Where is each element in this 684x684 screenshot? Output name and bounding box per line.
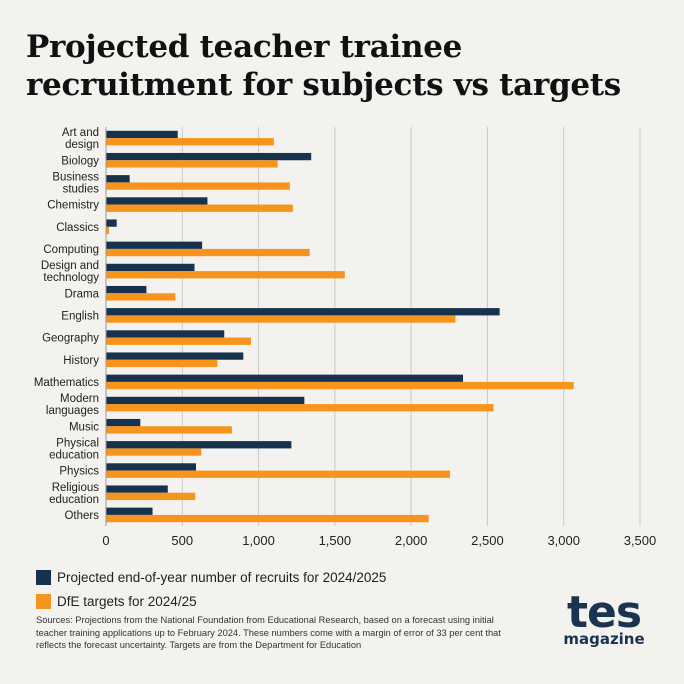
- category-label-line: education: [49, 494, 99, 506]
- bar-target: [106, 248, 310, 257]
- logo-subtitle: magazine: [563, 630, 645, 648]
- legend-swatch-recruits: [36, 569, 51, 585]
- bar-target: [106, 315, 456, 323]
- category-label: Physics: [59, 466, 99, 478]
- bar-recruits: [106, 285, 147, 294]
- category-label: Geography: [42, 333, 99, 345]
- category-label: Classics: [56, 222, 99, 234]
- category-label-line: languages: [46, 405, 99, 417]
- category-label: Computing: [43, 244, 99, 256]
- bar-recruits: [106, 441, 292, 449]
- category-label: Art and design: [62, 127, 99, 151]
- category-label-line: design: [65, 139, 99, 151]
- bar-target: [106, 226, 110, 235]
- bar-recruits: [106, 241, 203, 249]
- bar-target: [106, 514, 429, 523]
- category-label-line: Modern: [60, 393, 99, 405]
- category-label-line: studies: [63, 183, 100, 195]
- legend: Projected end-of-year number of recruits…: [36, 566, 386, 614]
- bar-recruits: [106, 308, 500, 316]
- bar-target: [106, 204, 293, 212]
- bar-target: [106, 359, 218, 368]
- bar-target: [106, 448, 202, 456]
- category-label-line: education: [49, 449, 99, 461]
- bar-recruits: [106, 219, 117, 227]
- x-tick-label: 500: [171, 533, 193, 548]
- bar-target: [106, 381, 574, 390]
- x-tick-label: 3,000: [547, 533, 580, 548]
- category-label: Design and technology: [41, 260, 99, 284]
- bar-recruits: [106, 152, 312, 161]
- category-label: Chemistry: [47, 200, 99, 212]
- category-label: Mathematics: [34, 377, 99, 389]
- legend-label-targets: DfE targets for 2024/25: [57, 593, 197, 609]
- bar-recruits: [106, 330, 225, 338]
- legend-label-recruits: Projected end-of-year number of recruits…: [57, 569, 387, 585]
- category-label-line: Design and: [41, 260, 99, 272]
- bar-recruits: [106, 463, 197, 471]
- bar-recruits: [106, 507, 153, 515]
- bar-recruits: [106, 485, 168, 493]
- bar-recruits: [106, 175, 130, 183]
- category-label: English: [61, 310, 99, 322]
- x-tick-label: 3,500: [624, 533, 657, 548]
- bar-recruits: [106, 263, 195, 272]
- bar-recruits: [106, 352, 244, 360]
- category-label-line: technology: [43, 272, 99, 284]
- sources-note: Sources: Projections from the National F…: [36, 615, 501, 650]
- bar-target: [106, 293, 176, 301]
- bar-recruits: [106, 418, 141, 427]
- bar-chart: 0 500 1,000 1,500 2,000 2,500 3,000 3,500 Art an…: [34, 127, 657, 548]
- bar-target: [106, 337, 251, 345]
- bar-target: [106, 426, 232, 434]
- bar-recruits: [106, 396, 305, 405]
- category-label: Others: [64, 510, 99, 522]
- bar-target: [106, 470, 451, 478]
- x-tick-label: 1,500: [319, 533, 352, 548]
- x-tick-label: 2,500: [471, 533, 504, 548]
- logo-wordmark: tes: [566, 587, 642, 638]
- bar-target: [106, 271, 345, 279]
- category-label: Music: [69, 421, 99, 433]
- category-label: History: [63, 355, 99, 367]
- category-label-line: Religious: [52, 482, 100, 494]
- category-label-line: Business: [52, 171, 99, 183]
- chart-title: Projected teacher trainee recruitment fo…: [26, 29, 621, 103]
- bar-target: [106, 160, 278, 168]
- legend-swatch-targets: [36, 593, 51, 609]
- legend-item-targets: DfE targets for 2024/25: [36, 590, 386, 612]
- category-label-line: Physical: [56, 437, 99, 449]
- bar-recruits: [106, 130, 178, 139]
- category-label: Business studies: [52, 171, 99, 195]
- category-label: Religious education: [49, 482, 99, 506]
- bar-target: [106, 182, 290, 190]
- category-label: Modern languages: [46, 393, 99, 417]
- bar-target: [106, 404, 494, 412]
- tes-magazine-logo: tes magazine: [554, 587, 654, 648]
- bar-target: [106, 138, 274, 146]
- legend-item-recruits: Projected end-of-year number of recruits…: [36, 566, 386, 588]
- x-tick-label: 0: [102, 533, 109, 548]
- category-label: Biology: [61, 155, 99, 167]
- bar-target: [106, 492, 196, 501]
- bar-recruits: [106, 374, 464, 382]
- x-tick-label: 1,000: [242, 533, 275, 548]
- category-label-line: Art and: [62, 127, 99, 139]
- category-label: Physical education: [49, 437, 99, 461]
- x-tick-label: 2,000: [395, 533, 428, 548]
- category-label: Drama: [64, 288, 99, 300]
- bar-recruits: [106, 197, 208, 205]
